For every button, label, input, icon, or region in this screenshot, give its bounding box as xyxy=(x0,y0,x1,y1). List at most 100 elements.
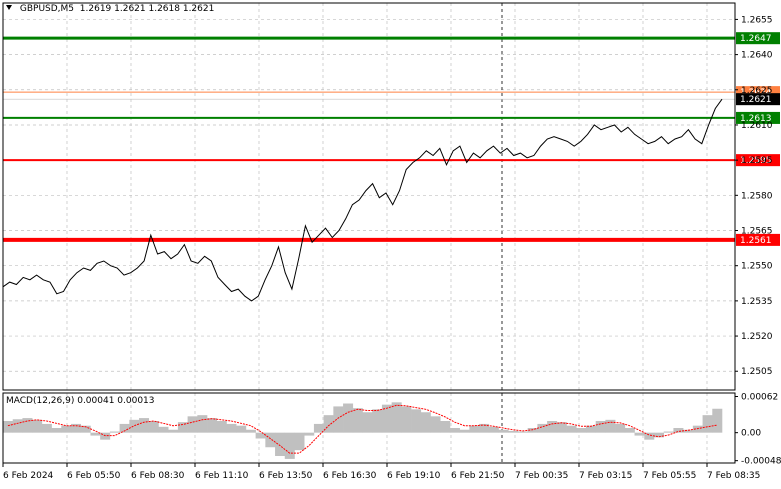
macd-bar xyxy=(109,431,120,433)
macd-bar xyxy=(177,422,188,433)
macd-bar xyxy=(304,432,315,436)
y-tick-label: 1.2505 xyxy=(741,367,773,377)
level-label: 1.2561 xyxy=(740,236,772,246)
macd-bar xyxy=(527,428,538,433)
y-tick-label: 1.2595 xyxy=(741,156,773,166)
macd-bar xyxy=(449,428,460,433)
macd-bar xyxy=(352,408,363,433)
macd-bar xyxy=(391,402,402,433)
level-label: 1.2624 xyxy=(740,88,772,98)
macd-bar xyxy=(547,421,558,433)
x-tick-label: 7 Feb 05:55 xyxy=(643,471,696,481)
y-tick-label: 1.2580 xyxy=(741,191,773,201)
macd-bar xyxy=(333,406,344,433)
macd-bar xyxy=(605,419,616,433)
macd-bar xyxy=(139,418,150,433)
macd-bar xyxy=(537,423,548,433)
macd-bar xyxy=(323,415,334,433)
macd-bar xyxy=(275,432,286,456)
macd-signal-line xyxy=(7,404,718,454)
macd-bar xyxy=(197,415,208,433)
macd-bar xyxy=(313,423,324,433)
x-tick-label: 6 Feb 05:50 xyxy=(67,471,121,481)
macd-bar xyxy=(148,421,159,433)
y-tick-label: 1.2640 xyxy=(741,51,773,61)
x-tick-label: 6 Feb 11:10 xyxy=(195,471,249,481)
y-tick-label: 1.2550 xyxy=(741,262,773,272)
macd-bar xyxy=(663,431,674,433)
macd-bar xyxy=(61,425,72,433)
price-axis: 1.2655 1.2640 1.2625 1.2610 1.2595 1.2580 1.25… xyxy=(735,15,773,377)
level-lines: 1.2647 1.2624 1.2613 1.2595 1.2561 1.2621 xyxy=(3,32,780,246)
macd-bar xyxy=(71,423,82,433)
macd-bar xyxy=(119,423,130,433)
macd-bar xyxy=(51,428,62,433)
macd-bar xyxy=(692,425,703,433)
current-price-tag xyxy=(736,93,780,106)
macd-bar xyxy=(712,408,723,433)
y-tick-label: 1.2535 xyxy=(741,297,773,307)
y-tick-label: 1.2625 xyxy=(741,86,773,96)
macd-bar xyxy=(12,419,23,433)
x-tick-label: 7 Feb 00:35 xyxy=(515,471,568,481)
macd-bar xyxy=(430,416,441,433)
level-label: 1.2613 xyxy=(740,114,772,124)
macd-bar xyxy=(585,425,596,433)
macd-panel: 0.00062 0.00 -0.00048 xyxy=(3,393,781,467)
x-tick-label: 6 Feb 21:50 xyxy=(451,471,505,481)
macd-bar xyxy=(411,409,422,433)
level-tag xyxy=(736,233,780,246)
macd-bar xyxy=(566,425,577,433)
macd-bar xyxy=(236,425,247,433)
macd-bar xyxy=(401,406,412,433)
macd-bar xyxy=(488,426,499,433)
y-tick-label: 1.2520 xyxy=(741,332,773,342)
macd-bar xyxy=(90,432,101,436)
x-tick-label: 6 Feb 16:30 xyxy=(323,471,377,481)
macd-bar xyxy=(3,421,14,433)
macd-bar xyxy=(595,421,606,433)
macd-panel-frame xyxy=(2,392,736,464)
x-tick-label: 6 Feb 08:30 xyxy=(131,471,185,481)
macd-bar xyxy=(32,419,43,433)
macd-bar xyxy=(245,429,256,433)
y-tick-label: 1.2565 xyxy=(741,227,773,237)
macd-bar xyxy=(381,404,392,433)
macd-bar xyxy=(644,432,655,440)
macd-bar xyxy=(576,428,587,433)
macd-bar xyxy=(294,432,305,451)
macd-bar xyxy=(207,418,218,433)
macd-bar xyxy=(362,412,373,433)
level-tag xyxy=(736,32,780,45)
grid xyxy=(3,3,735,463)
macd-bar xyxy=(459,429,470,433)
macd-bar xyxy=(129,419,140,433)
level-label: 1.2647 xyxy=(740,34,772,44)
x-tick-label: 7 Feb 08:35 xyxy=(707,471,760,481)
macd-bar xyxy=(469,425,480,433)
y-tick-label: 1.2610 xyxy=(741,121,773,131)
macd-y-tick-label: -0.00048 xyxy=(741,457,781,467)
macd-bar xyxy=(673,428,684,433)
macd-bar xyxy=(255,432,266,439)
price-line xyxy=(2,98,723,302)
dropdown-triangle-icon[interactable] xyxy=(6,5,12,10)
level-tag xyxy=(736,111,780,124)
macd-bar xyxy=(372,409,383,433)
symbol-label: GBPUSD,M5 xyxy=(19,4,75,14)
macd-bar xyxy=(498,429,509,433)
macd-bar xyxy=(634,432,645,436)
macd-bar xyxy=(440,421,451,433)
level-label: 1.2595 xyxy=(740,156,772,166)
main-panel-frame xyxy=(2,2,736,391)
x-tick-label: 6 Feb 13:50 xyxy=(259,471,313,481)
macd-bar xyxy=(343,403,354,433)
level-tag xyxy=(736,154,780,167)
macd-bar xyxy=(187,416,198,433)
macd-y-tick-label: 0.00062 xyxy=(741,393,778,403)
macd-bar xyxy=(22,418,33,433)
macd-bar xyxy=(517,431,528,433)
macd-bar xyxy=(41,423,52,433)
macd-bar xyxy=(615,423,626,433)
